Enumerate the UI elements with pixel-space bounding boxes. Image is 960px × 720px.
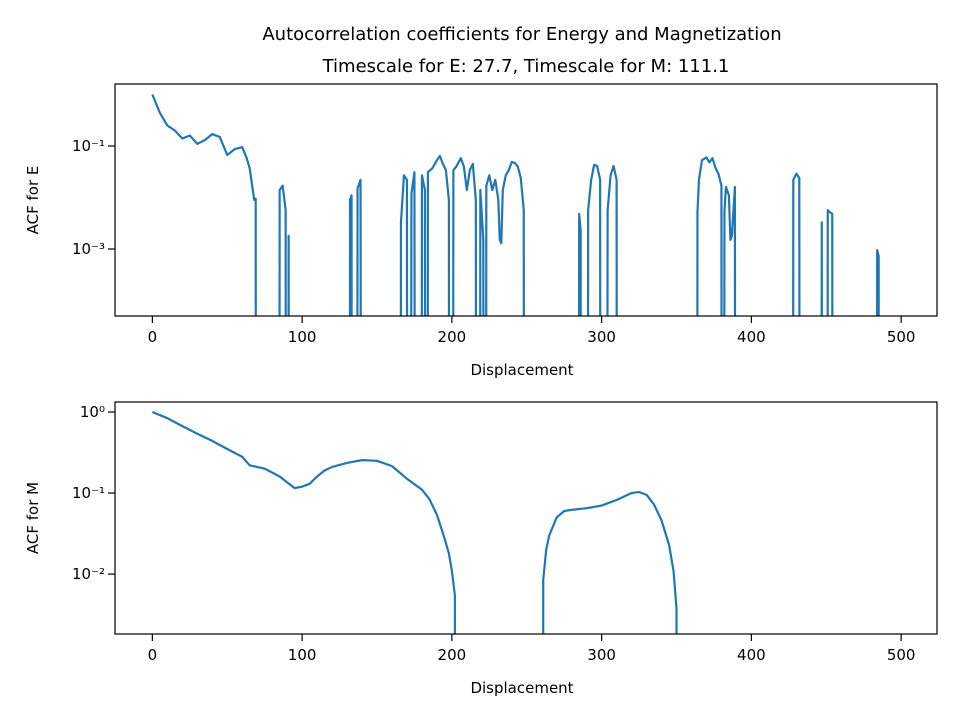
x-tick-label: 0 bbox=[148, 328, 158, 346]
x-axis-label: Displacement bbox=[470, 679, 573, 697]
y-tick-label: 10⁰ bbox=[80, 403, 105, 421]
y-tick-label: 10⁻³ bbox=[72, 240, 105, 258]
x-axis-label: Displacement bbox=[470, 361, 573, 379]
chart-subtitle: Timescale for E: 27.7, Timescale for M: … bbox=[322, 56, 730, 77]
x-tick-label: 100 bbox=[288, 646, 317, 664]
x-tick-label: 400 bbox=[737, 646, 766, 664]
chart-title: Autocorrelation coefficients for Energy … bbox=[262, 24, 781, 45]
x-tick-label: 100 bbox=[288, 328, 317, 346]
axes-frame bbox=[114, 83, 938, 317]
data-line bbox=[151, 94, 880, 316]
data-line bbox=[151, 411, 678, 634]
y-axis-label: ACF for M bbox=[24, 482, 42, 554]
x-tick-label: 500 bbox=[887, 646, 916, 664]
x-tick-label: 0 bbox=[148, 646, 158, 664]
x-tick-label: 300 bbox=[587, 328, 616, 346]
x-tick-label: 500 bbox=[887, 328, 916, 346]
y-tick-label: 10⁻² bbox=[72, 565, 105, 583]
y-tick-label: 10⁻¹ bbox=[72, 137, 105, 155]
y-axis-label: ACF for E bbox=[24, 166, 42, 235]
x-tick-label: 300 bbox=[587, 646, 616, 664]
x-tick-label: 200 bbox=[438, 328, 467, 346]
x-tick-label: 200 bbox=[438, 646, 467, 664]
y-tick-label: 10⁻¹ bbox=[72, 484, 105, 502]
axes-frame bbox=[114, 401, 938, 635]
x-tick-label: 400 bbox=[737, 328, 766, 346]
